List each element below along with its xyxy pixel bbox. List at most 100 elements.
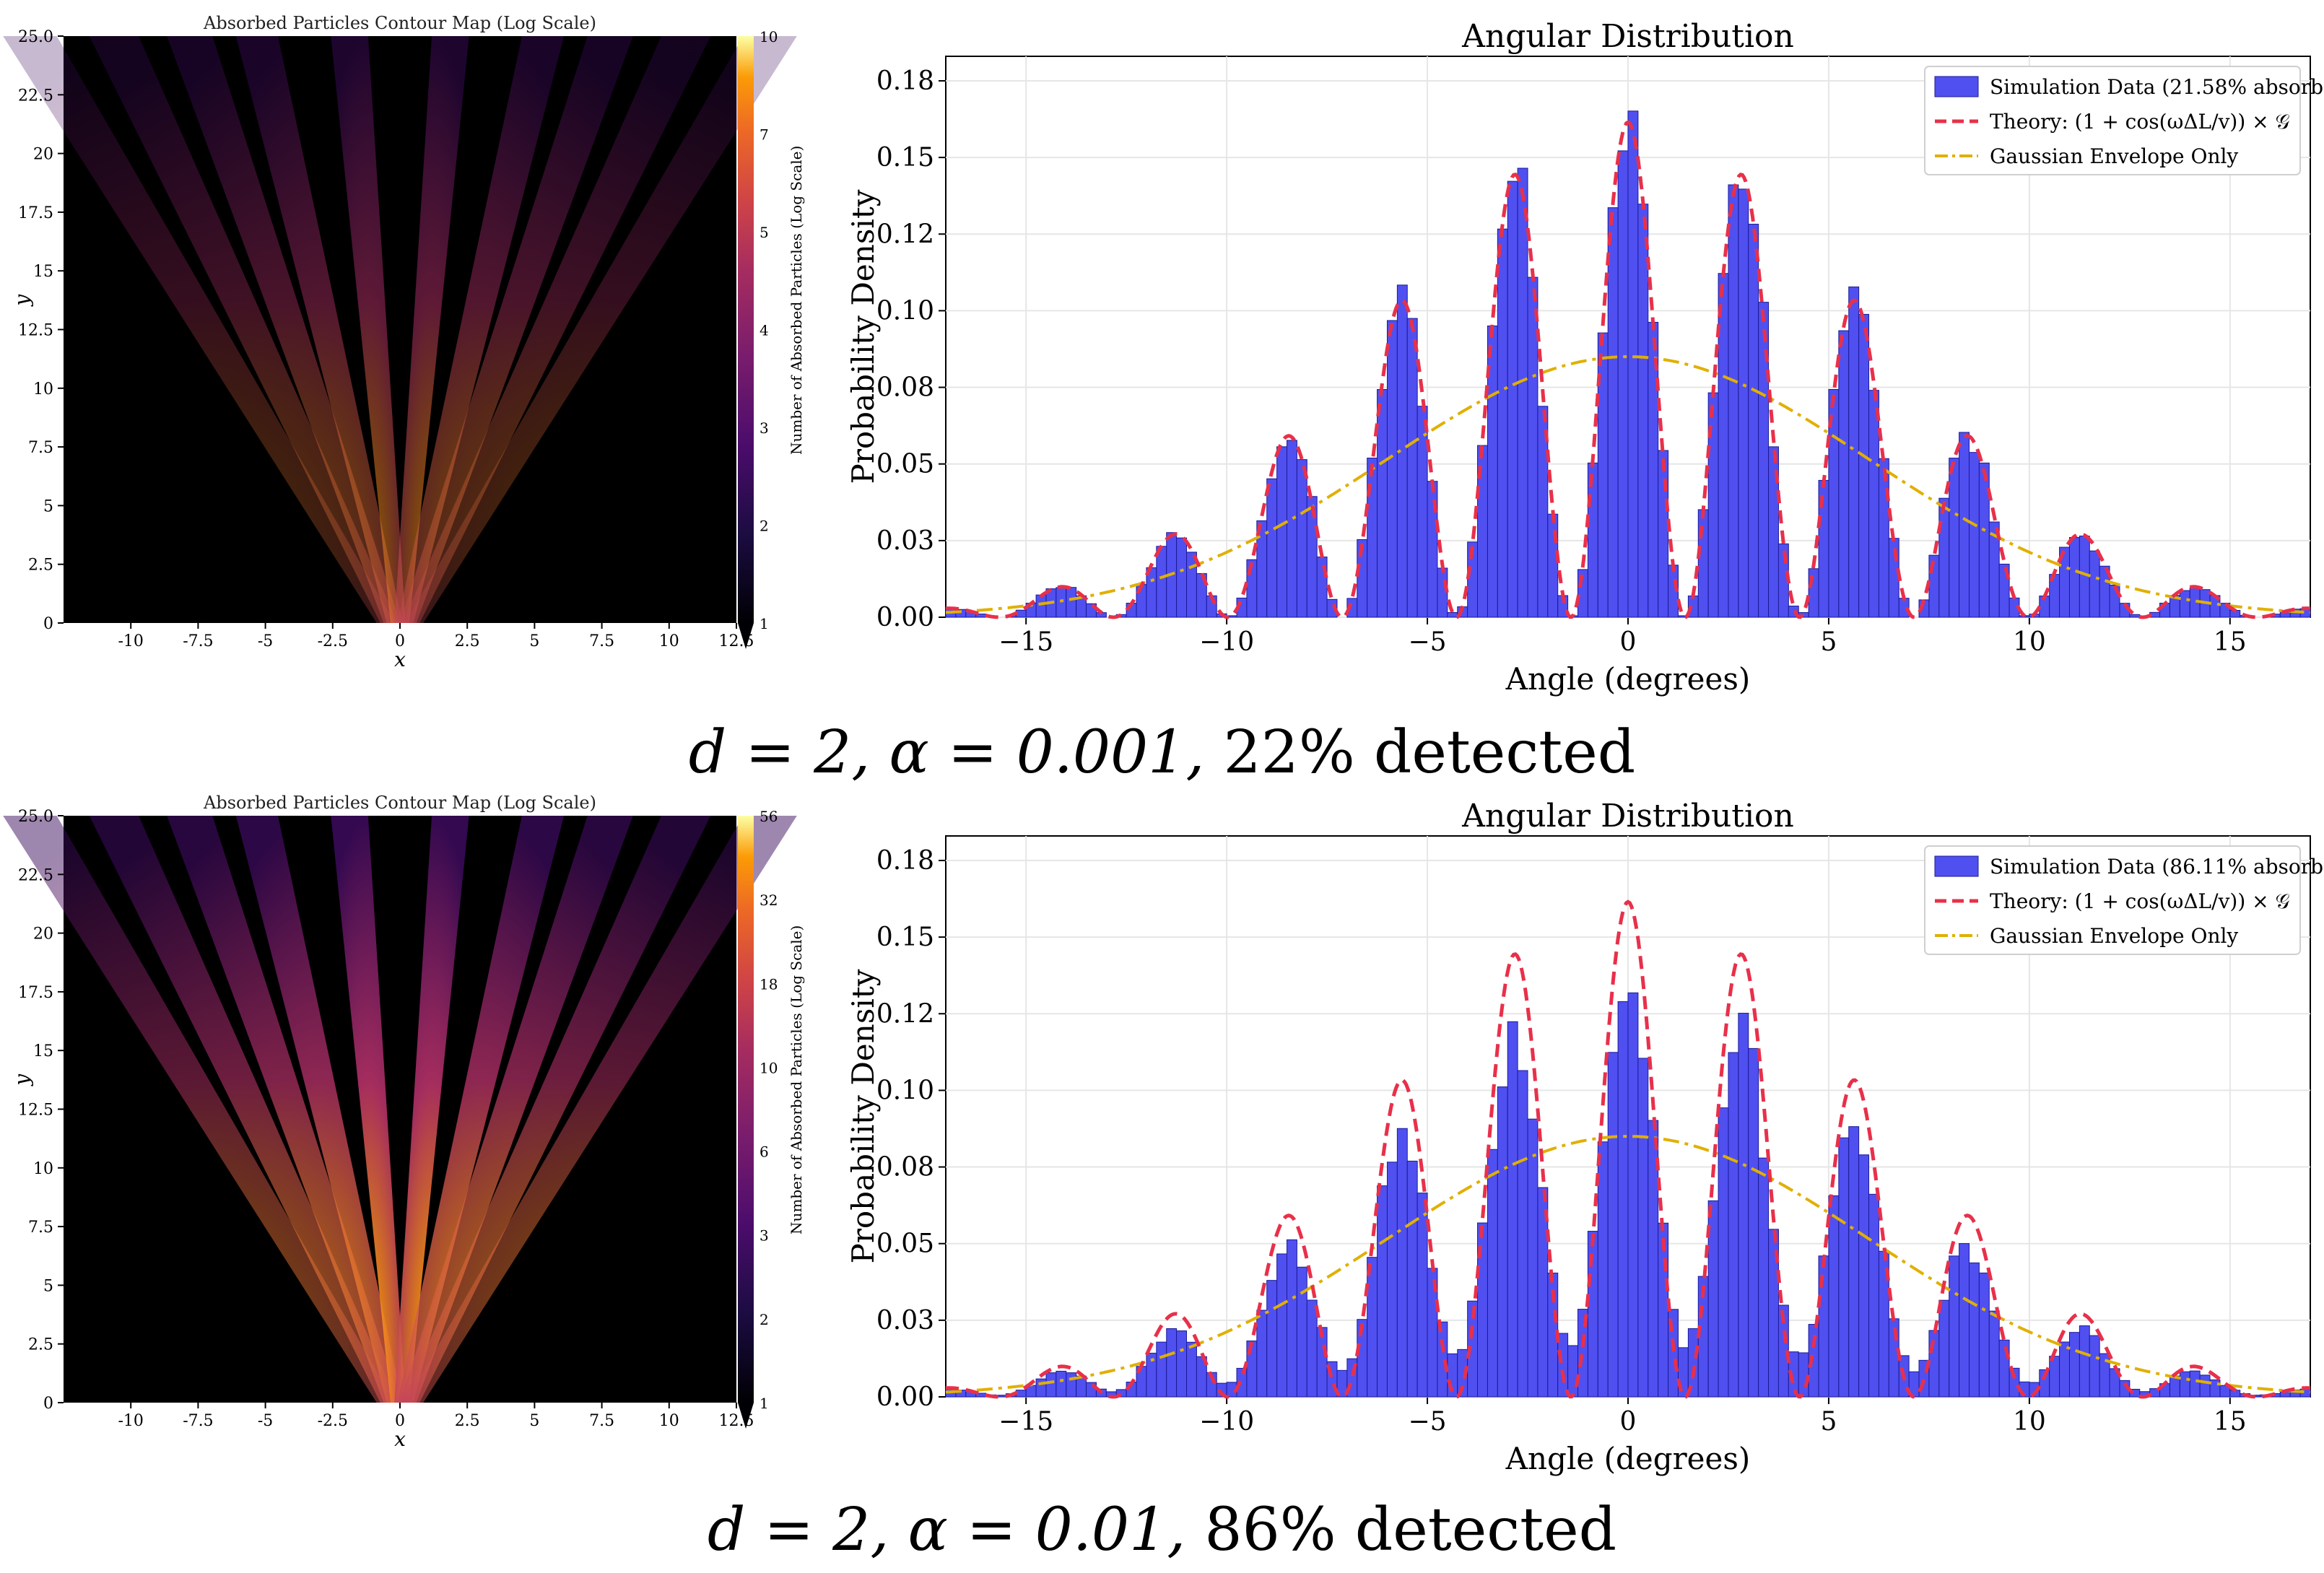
histogram-bar: [1156, 1341, 1167, 1398]
contour-x-tick-label: -7.5: [183, 632, 213, 650]
colorbar-tick-label: 1: [760, 1395, 769, 1412]
histogram-bar: [1627, 110, 1639, 618]
histogram-bar: [1617, 150, 1629, 618]
colorbar-tick-label: 10: [760, 28, 778, 45]
contour-x-tick-label: 7.5: [589, 632, 614, 650]
histogram-bar: [2079, 1325, 2090, 1398]
colorbar-extend-arrow: [738, 623, 754, 649]
chart-x-tick-label: −15: [998, 1407, 1053, 1437]
histogram-bar: [1416, 1193, 1428, 1398]
chart-x-tick-label: 15: [2214, 627, 2247, 657]
caption-bottom: d = 2, α = 0.01, 86% detected: [0, 1496, 2324, 1564]
gaussian-envelope-line: [945, 355, 2311, 614]
colorbar-tick-label: 56: [760, 808, 778, 825]
contour-y-tick-label: 7.5: [28, 439, 53, 457]
theory-line: [945, 899, 2311, 1399]
chart-y-tick-label: 0.00: [876, 1382, 934, 1412]
histogram-bar: [1176, 537, 1188, 618]
legend-label-gaussian: Gaussian Envelope Only: [1990, 144, 2238, 168]
histogram-bar: [1527, 276, 1539, 618]
contour-map-1: Absorbed Particles Contour Map (Log Scal…: [3, 793, 805, 1451]
histogram-bar: [1326, 598, 1338, 618]
histogram-bar: [1447, 611, 1458, 618]
contour-x-tick-label: 5: [529, 1412, 539, 1430]
contour-title: Absorbed Particles Contour Map (Log Scal…: [203, 13, 596, 33]
histogram-bar: [1056, 1370, 1067, 1398]
colorbar-tick-label: 2: [760, 518, 769, 535]
contour-y-tick-label: 12.5: [18, 322, 53, 340]
histogram-bar: [1276, 1253, 1287, 1398]
chart-y-tick-label: 0.05: [876, 450, 934, 479]
legend-box: [1924, 66, 2301, 175]
contour-fringe: [402, 816, 711, 1403]
legend-label-histogram: Simulation Data (86.11% absorbed): [1990, 855, 2324, 879]
histogram-bar: [1938, 497, 1950, 618]
histogram-bar: [1738, 188, 1749, 618]
contour-y-tick-label: 22.5: [18, 87, 53, 105]
chart-title: Angular Distribution: [1461, 798, 1794, 835]
colorbar: [738, 36, 754, 623]
contour-x-tick-label: -10: [118, 632, 143, 650]
contour-fringe: [235, 816, 403, 1403]
contour-fringe: [331, 36, 406, 623]
histogram-bar: [2189, 1370, 2201, 1398]
histogram-bar: [1758, 1157, 1770, 1398]
histogram-bar: [1287, 440, 1297, 618]
histogram-bar: [1066, 1372, 1077, 1398]
contour-y-tick-label: 15: [33, 1042, 53, 1060]
contour-fringe: [167, 816, 401, 1403]
contour-fringe: [394, 816, 469, 1403]
theory-line: [945, 120, 2311, 619]
legend-swatch-histogram: [1934, 76, 1979, 97]
histogram-bar: [1497, 1086, 1508, 1398]
histogram-bar: [1296, 459, 1307, 618]
histogram-bar: [1487, 1149, 1498, 1398]
histogram-bar: [1637, 204, 1649, 618]
contour-ylabel: y: [10, 294, 34, 308]
histogram-bar: [1748, 224, 1759, 618]
chart-x-tick-label: −5: [1409, 627, 1447, 657]
contour-fringe: [331, 816, 406, 1403]
histogram-bar: [1728, 184, 1739, 618]
chart-x-tick-label: 10: [2013, 1407, 2046, 1437]
histogram-bar: [2049, 1356, 2060, 1398]
chart-x-tick-label: −5: [1409, 1407, 1447, 1437]
chart-y-tick-label: 0.03: [876, 1306, 934, 1335]
caption-bottom-math: d = 2, α = 0.01,: [707, 1496, 1186, 1564]
contour-x-tick-label: 10: [659, 632, 679, 650]
contour-y-tick-label: 2.5: [28, 1336, 53, 1354]
histogram-bar: [1858, 1154, 1870, 1398]
histogram-bar: [1517, 1070, 1528, 1398]
histogram-bar: [1296, 1266, 1307, 1398]
histogram-bar: [1256, 1310, 1268, 1398]
contour-y-tick-label: 2.5: [28, 557, 53, 575]
contour-x-tick-label: -2.5: [318, 632, 348, 650]
chart-x-tick-label: −10: [1199, 1407, 1254, 1437]
histogram-bar: [1938, 1299, 1950, 1398]
histogram-bar: [1156, 546, 1167, 618]
angular-chart-0: Angular Distribution −15 −10 −5 0 5 10 15 0.00 0.…: [845, 18, 2324, 697]
contour-x-tick-label: 0: [395, 1412, 405, 1430]
histogram-bar: [1848, 286, 1860, 618]
histogram-bar: [1416, 406, 1428, 618]
histogram-bar: [2068, 1332, 2080, 1398]
contour-x-tick-label: -10: [118, 1412, 143, 1430]
histogram-bar: [1848, 1126, 1860, 1398]
gaussian-envelope-line: [945, 1135, 2311, 1394]
histogram-bar: [1969, 452, 1980, 618]
colorbar-extend-arrow: [738, 1403, 754, 1429]
histogram-bar: [1838, 1137, 1850, 1398]
histogram-bar: [1176, 1330, 1188, 1398]
contour-fringe: [89, 816, 398, 1403]
colorbar-label: Number of Absorbed Particles (Log Scale): [788, 925, 805, 1234]
chart-x-tick-label: 5: [1820, 627, 1837, 657]
angular-chart-1: Angular Distribution −15 −10 −5 0 5 10 15 0.00 0.…: [845, 798, 2324, 1476]
histogram-bar: [1858, 313, 1870, 618]
legend-swatch-histogram: [1934, 855, 1979, 877]
chart-x-tick-label: −15: [998, 627, 1053, 657]
contour-y-tick-label: 12.5: [18, 1102, 53, 1120]
contour-fringe: [3, 36, 395, 623]
chart-x-tick-label: 15: [2214, 1407, 2247, 1437]
histogram-bar: [1557, 1333, 1569, 1398]
histogram-bar: [1186, 1341, 1197, 1398]
